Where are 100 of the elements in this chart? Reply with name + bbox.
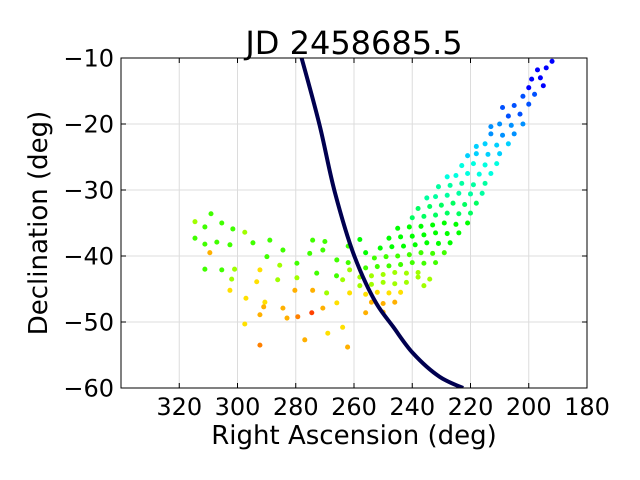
point — [380, 272, 386, 277]
point — [424, 195, 430, 200]
point — [512, 103, 517, 108]
point — [398, 262, 404, 268]
point — [192, 236, 198, 241]
chart-title: JD 2458685.5 — [243, 24, 463, 62]
point — [485, 152, 490, 157]
point — [433, 230, 438, 236]
point — [494, 142, 500, 148]
point — [538, 75, 543, 80]
point — [254, 279, 260, 284]
point — [430, 250, 436, 256]
point — [392, 281, 398, 286]
point — [324, 290, 330, 296]
point — [357, 236, 362, 242]
point — [506, 114, 511, 119]
point — [418, 250, 424, 256]
x-tick-label: 180 — [564, 393, 610, 421]
x-tick-label: 280 — [272, 393, 319, 421]
y-tick-label: −60 — [63, 374, 114, 403]
point — [540, 83, 546, 88]
point — [442, 250, 447, 256]
point — [416, 270, 421, 276]
point — [334, 273, 340, 278]
point — [433, 260, 438, 266]
point — [395, 253, 400, 259]
point — [494, 161, 500, 166]
point — [372, 255, 377, 260]
point — [320, 248, 326, 253]
point — [400, 244, 406, 249]
point — [243, 296, 248, 301]
point — [476, 172, 482, 177]
point — [392, 300, 398, 305]
point — [230, 226, 236, 232]
point — [320, 306, 326, 311]
point — [214, 240, 220, 245]
point — [386, 263, 392, 268]
point — [363, 292, 368, 297]
point — [257, 342, 262, 348]
x-axis-title: Right Ascension (deg) — [211, 421, 497, 451]
point — [497, 121, 502, 127]
point — [480, 190, 485, 196]
point — [482, 162, 488, 168]
point — [433, 212, 438, 218]
point — [444, 210, 450, 216]
point — [345, 344, 350, 350]
point — [398, 290, 404, 295]
point — [436, 184, 441, 190]
point — [207, 250, 212, 256]
point — [465, 170, 470, 176]
point — [386, 236, 392, 241]
point — [550, 58, 555, 64]
point — [427, 276, 432, 282]
point — [427, 204, 432, 210]
point — [421, 283, 426, 288]
point — [292, 288, 298, 293]
point — [314, 270, 320, 276]
point — [275, 277, 280, 282]
point — [488, 170, 494, 176]
point — [520, 121, 526, 127]
point — [386, 290, 392, 296]
point — [347, 290, 352, 296]
y-tick-label: −20 — [63, 110, 114, 139]
point — [219, 220, 224, 226]
point — [340, 324, 346, 330]
point — [347, 267, 352, 272]
point — [421, 260, 426, 266]
point — [474, 151, 479, 156]
point — [325, 330, 330, 336]
point — [421, 232, 426, 238]
point — [374, 264, 380, 270]
y-tick-label: −10 — [63, 44, 114, 73]
point — [302, 337, 308, 342]
point — [517, 112, 523, 117]
point — [380, 280, 386, 285]
point — [229, 276, 234, 282]
point — [444, 231, 450, 236]
point — [424, 240, 430, 246]
point — [544, 65, 549, 70]
point — [459, 163, 464, 168]
point — [398, 234, 404, 240]
point — [219, 267, 224, 272]
point — [262, 300, 268, 305]
point — [456, 230, 462, 236]
point — [456, 211, 462, 216]
point — [520, 94, 526, 99]
x-tick-label: 220 — [448, 393, 494, 421]
point — [500, 104, 506, 110]
point — [406, 224, 412, 230]
point — [416, 274, 421, 280]
point — [474, 144, 479, 149]
point — [227, 288, 232, 293]
point — [488, 124, 494, 130]
point — [340, 277, 346, 282]
point — [468, 210, 474, 216]
point — [459, 180, 464, 186]
point — [430, 222, 436, 228]
point — [416, 206, 421, 211]
point — [232, 266, 238, 272]
point — [410, 234, 415, 239]
